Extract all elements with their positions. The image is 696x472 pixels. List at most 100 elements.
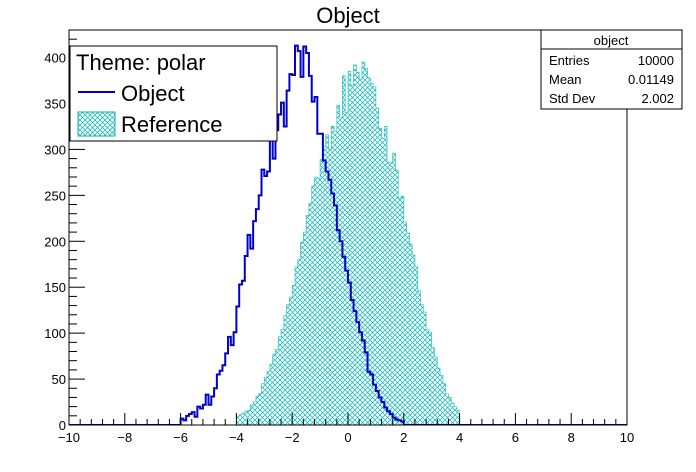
reference-bar bbox=[308, 203, 312, 425]
reference-bar bbox=[392, 153, 396, 425]
reference-bar bbox=[414, 267, 418, 425]
reference-bar bbox=[445, 393, 449, 425]
reference-bar bbox=[451, 402, 455, 425]
reference-bar bbox=[303, 232, 307, 425]
reference-bar bbox=[412, 255, 415, 425]
reference-bar bbox=[353, 64, 357, 425]
legend-reference-label: Reference bbox=[121, 112, 223, 137]
x-tick-label: 4 bbox=[456, 430, 463, 445]
reference-bar bbox=[423, 312, 427, 425]
stats-mean-value: 0.01149 bbox=[628, 72, 674, 87]
stats-title: object bbox=[594, 33, 629, 48]
reference-bar bbox=[241, 413, 245, 425]
reference-bar bbox=[381, 138, 385, 425]
x-tick-label: 2 bbox=[400, 430, 407, 445]
reference-bar bbox=[297, 259, 301, 425]
reference-bar bbox=[334, 131, 337, 425]
reference-bar bbox=[395, 170, 399, 425]
reference-bar bbox=[322, 146, 326, 425]
reference-bar bbox=[361, 62, 365, 425]
reference-bar bbox=[442, 383, 446, 425]
reference-bar bbox=[375, 108, 379, 425]
reference-bar bbox=[440, 375, 443, 425]
legend-reference-swatch bbox=[77, 111, 116, 137]
reference-bar bbox=[281, 329, 284, 425]
reference-bar bbox=[448, 397, 452, 425]
reference-bar bbox=[292, 285, 295, 425]
stats-entries-value: 10000 bbox=[638, 53, 674, 68]
y-tick-label: 250 bbox=[44, 188, 66, 203]
reference-bar bbox=[325, 134, 329, 425]
reference-bar bbox=[317, 178, 321, 425]
reference-bar bbox=[378, 128, 382, 425]
x-tick-label: 8 bbox=[568, 430, 575, 445]
reference-bar bbox=[426, 329, 429, 425]
legend-title: Theme: polar bbox=[76, 50, 206, 75]
reference-bar bbox=[314, 176, 318, 425]
reference-bar bbox=[267, 371, 270, 425]
reference-bar bbox=[434, 357, 438, 425]
x-tick-label: −4 bbox=[229, 430, 244, 445]
reference-bar bbox=[253, 402, 256, 425]
reference-bar bbox=[409, 244, 413, 425]
reference-bar bbox=[406, 233, 410, 425]
reference-bar bbox=[336, 105, 340, 425]
reference-bar bbox=[283, 315, 287, 425]
stats-entries-label: Entries bbox=[549, 53, 590, 68]
legend: Theme: polar Object Reference bbox=[69, 45, 278, 142]
reference-bar bbox=[247, 410, 251, 425]
reference-bar bbox=[328, 149, 332, 425]
stats-box: object Entries 10000 Mean 0.01149 Std De… bbox=[540, 29, 683, 110]
y-tick-label: 100 bbox=[44, 326, 66, 341]
reference-bar bbox=[428, 332, 432, 425]
reference-bar bbox=[286, 304, 290, 425]
reference-bar bbox=[373, 86, 376, 425]
reference-bar bbox=[437, 368, 441, 425]
reference-bar bbox=[272, 354, 276, 425]
y-tick-label: 0 bbox=[59, 418, 66, 433]
reference-bar bbox=[264, 377, 268, 425]
y-tick-label: 400 bbox=[44, 51, 66, 66]
stats-mean-label: Mean bbox=[549, 72, 582, 87]
y-tick-label: 200 bbox=[44, 234, 66, 249]
object-step-line bbox=[69, 44, 627, 425]
reference-bar bbox=[278, 336, 282, 425]
y-tick-label: 50 bbox=[52, 372, 66, 387]
x-tick-label: 0 bbox=[344, 430, 351, 445]
reference-bar bbox=[339, 117, 343, 425]
reference-bar bbox=[350, 85, 354, 425]
y-tick-label: 300 bbox=[44, 142, 66, 157]
reference-bar bbox=[244, 411, 248, 425]
reference-bar bbox=[367, 77, 371, 425]
reference-bar bbox=[331, 126, 335, 425]
x-tick-label: −2 bbox=[285, 430, 300, 445]
reference-bar bbox=[311, 186, 315, 425]
reference-outline bbox=[236, 61, 460, 425]
reference-bar bbox=[239, 414, 242, 425]
reference-bar bbox=[255, 396, 259, 425]
reference-bar bbox=[289, 297, 293, 425]
reference-bar bbox=[384, 126, 388, 425]
reference-bar bbox=[356, 72, 360, 425]
reference-bar bbox=[401, 196, 404, 425]
reference-bar bbox=[364, 68, 368, 425]
y-tick-label: 150 bbox=[44, 280, 66, 295]
reference-bar bbox=[342, 75, 346, 425]
reference-bar bbox=[258, 393, 262, 425]
stats-stddev-value: 2.002 bbox=[641, 91, 674, 106]
reference-bar bbox=[300, 242, 304, 425]
reference-bar bbox=[345, 112, 348, 425]
reference-bar bbox=[420, 304, 424, 425]
reference-bar bbox=[294, 267, 298, 425]
chart-title: Object bbox=[316, 3, 380, 28]
reference-bar bbox=[275, 349, 279, 425]
reference-bar bbox=[387, 162, 390, 425]
reference-bar bbox=[348, 71, 351, 425]
reference-bar bbox=[269, 364, 273, 425]
x-tick-label: −10 bbox=[58, 430, 80, 445]
reference-bar bbox=[403, 221, 407, 425]
reference-bar bbox=[454, 406, 457, 425]
reference-bar bbox=[261, 383, 265, 425]
reference-bar bbox=[320, 159, 323, 425]
